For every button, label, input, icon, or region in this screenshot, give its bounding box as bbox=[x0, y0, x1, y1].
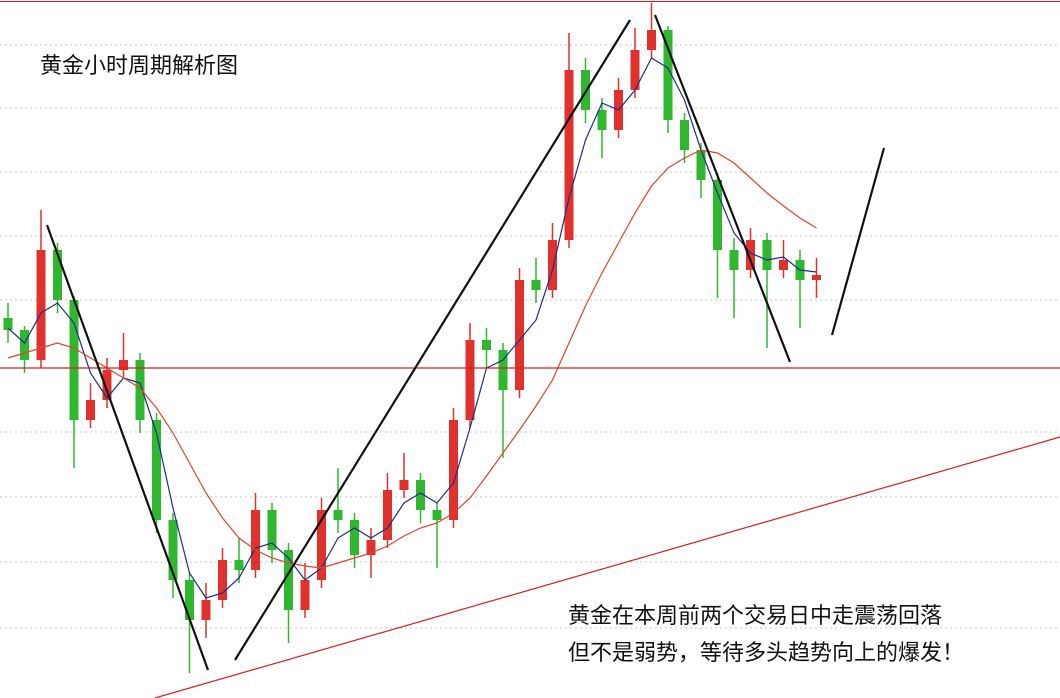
candle-body bbox=[630, 50, 640, 90]
candle-body bbox=[465, 340, 475, 420]
candle-body bbox=[779, 260, 788, 270]
candle-body bbox=[168, 520, 178, 580]
candle-body bbox=[119, 360, 128, 370]
candle-body bbox=[812, 275, 821, 280]
candle-body bbox=[251, 510, 260, 570]
annotation-text: 但不是弱势，等待多头趋势向上的爆发！ bbox=[568, 641, 964, 666]
candle-body bbox=[36, 250, 46, 360]
candle-body bbox=[432, 510, 442, 520]
trend-line bbox=[45, 224, 210, 671]
grid bbox=[0, 44, 1060, 629]
candle-body bbox=[267, 510, 277, 550]
candle-body bbox=[597, 110, 607, 130]
candle-body bbox=[86, 400, 95, 420]
candle-body bbox=[416, 480, 425, 510]
candle-body bbox=[350, 520, 359, 555]
trend-line bbox=[234, 19, 631, 661]
moving-average bbox=[7, 149, 817, 569]
candle-body bbox=[449, 420, 458, 520]
candle-body bbox=[284, 550, 293, 610]
moving-average bbox=[7, 57, 817, 599]
candle-body bbox=[498, 350, 508, 390]
candle-body bbox=[680, 120, 689, 150]
candle-body bbox=[729, 250, 739, 270]
candle-body bbox=[300, 580, 310, 610]
candle-body bbox=[102, 370, 112, 400]
candle-body bbox=[399, 480, 409, 490]
candle-body bbox=[218, 560, 227, 600]
candle-body bbox=[647, 30, 656, 50]
annotation-text: 黄金在本周前两个交易日中走震荡回落 bbox=[568, 604, 942, 629]
candle-body bbox=[135, 360, 145, 420]
candle-body bbox=[20, 330, 29, 360]
candle-body bbox=[762, 240, 772, 270]
plot bbox=[3, 3, 821, 673]
candle-body bbox=[317, 510, 326, 580]
candle-body bbox=[234, 560, 244, 570]
trend-line bbox=[653, 14, 792, 363]
candle-body bbox=[696, 150, 706, 180]
candle-body bbox=[152, 420, 161, 520]
candle-body bbox=[564, 70, 574, 240]
candle-body bbox=[333, 510, 343, 520]
candle-body bbox=[531, 280, 541, 290]
candle-body bbox=[69, 300, 79, 420]
candle-body bbox=[383, 490, 392, 540]
candle-body bbox=[185, 580, 194, 620]
candle-body bbox=[515, 280, 524, 390]
candle-body bbox=[581, 70, 590, 110]
candle-body bbox=[746, 240, 755, 270]
trend-support-line bbox=[154, 436, 1060, 698]
candle-body bbox=[3, 318, 13, 330]
candle-body bbox=[482, 340, 491, 350]
trend-line bbox=[830, 147, 886, 336]
candle-body bbox=[663, 30, 673, 120]
candle-body bbox=[366, 540, 376, 555]
chart-title: 黄金小时周期解析图 bbox=[40, 54, 238, 79]
candle-body bbox=[548, 240, 557, 290]
candle-body bbox=[201, 600, 211, 620]
candle-body bbox=[53, 250, 62, 300]
candle-body bbox=[713, 180, 722, 250]
